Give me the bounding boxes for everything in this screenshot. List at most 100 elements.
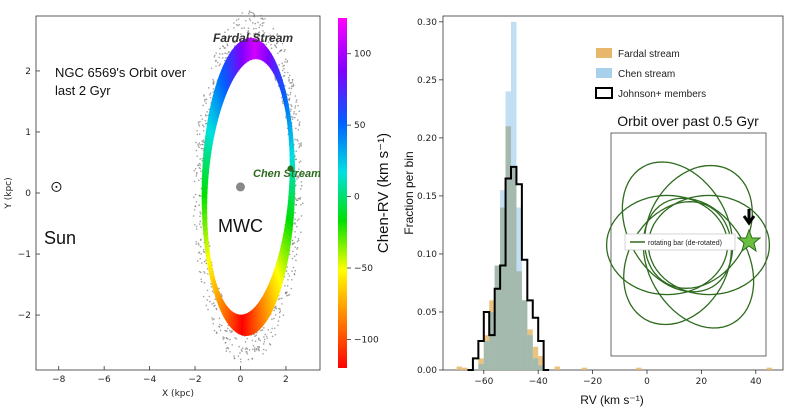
johnson-members-step [467, 165, 550, 371]
stream-particle-grey [258, 35, 261, 37]
stream-particle-grey [286, 61, 288, 63]
hist-y-tick-label: 0.15 [417, 192, 437, 202]
stream-segment [258, 300, 263, 329]
stream-particle-grey [205, 102, 207, 104]
stream-particle-grey [273, 36, 276, 39]
stream-segment [257, 302, 262, 331]
stream-particle-grey [259, 339, 262, 342]
stream-particle-grey [247, 358, 250, 361]
stream-particle-grey [199, 215, 201, 218]
stream-particle-grey [237, 355, 240, 357]
stream-particle-grey [209, 92, 212, 94]
stream-particle-grey [198, 194, 201, 197]
stream-particle-grey [296, 170, 299, 173]
bar-fardal [554, 366, 560, 370]
stream-particle-grey [255, 334, 258, 336]
stream-particle-grey [269, 38, 272, 41]
stream-particle-grey [284, 84, 286, 87]
stream-particle-grey [297, 197, 299, 200]
stream-particle-grey [237, 36, 240, 39]
stream-particle-grey [281, 62, 283, 65]
stream-particle-grey [207, 308, 209, 311]
stream-segment [288, 185, 296, 193]
stream-particle-grey [294, 138, 296, 141]
stream-segment [219, 69, 227, 98]
histogram-bars [456, 21, 773, 371]
stream-segment [220, 66, 228, 95]
stream-particle-grey [202, 147, 204, 150]
stream-segment [222, 302, 227, 318]
stream-particle-grey [203, 281, 206, 284]
stream-particle-grey [252, 345, 255, 347]
stream-particle-grey [253, 14, 256, 16]
stream-particle-grey [226, 52, 228, 55]
stream-segment [285, 214, 294, 228]
stream-segment [281, 236, 291, 255]
stream-particle-grey [241, 12, 244, 14]
stream-segment [222, 62, 230, 92]
stream-segment [211, 94, 220, 118]
stream-particle-grey [225, 336, 228, 339]
stream-particle-grey [298, 142, 300, 145]
stream-particle-grey [247, 31, 250, 33]
stream-particle-grey [249, 19, 252, 22]
stream-segment [204, 135, 213, 151]
stream-particle-grey [294, 218, 296, 221]
stream-particle-grey [195, 243, 198, 245]
stream-segment [203, 228, 209, 241]
hist-y-tick-label: 0.30 [417, 18, 437, 28]
stream-particle-grey [208, 295, 211, 298]
stream-particle-grey [298, 161, 301, 164]
stream-segment [204, 238, 210, 252]
stream-particle-grey [294, 211, 296, 214]
stream-particle-grey [255, 348, 258, 350]
stream-particle-grey [276, 33, 279, 35]
stream-particle-grey [296, 225, 298, 228]
stream-particle-grey [195, 200, 198, 203]
stream-particle-grey [209, 96, 212, 99]
stream-particle-grey [294, 246, 296, 248]
stream-particle-grey [196, 133, 199, 136]
stream-particle-grey [281, 101, 284, 103]
stream-particle-grey [265, 43, 268, 46]
stream-particle-grey [198, 123, 200, 126]
stream-particle-grey [274, 79, 277, 81]
stream-particle-grey [302, 173, 304, 175]
stream-segment [220, 299, 225, 315]
stream-segment [284, 223, 293, 239]
stream-particle-grey [206, 289, 209, 292]
map-x-tick-label: −8 [52, 375, 66, 385]
stream-particle-grey [233, 22, 235, 24]
stream-particle-grey [288, 87, 290, 89]
map-y-tick-label: 1 [25, 128, 31, 138]
stream-particle-grey [293, 110, 296, 113]
stream-particle-grey [300, 184, 303, 187]
stream-particle-grey [200, 114, 202, 117]
stream-particle-grey [193, 169, 196, 172]
stream-particle-grey [196, 155, 199, 157]
stream-particle-grey [235, 19, 238, 21]
stream-particle-grey [300, 142, 302, 144]
stream-particle-grey [256, 32, 258, 35]
stream-particle-grey [274, 333, 277, 336]
stream-particle-grey [294, 107, 296, 109]
stream-particle-grey [291, 81, 294, 83]
stream-particle-grey [294, 269, 297, 272]
stream-segment [217, 73, 226, 101]
stream-segment [207, 258, 212, 272]
stream-particle-grey [260, 329, 262, 332]
stream-particle-grey [254, 32, 257, 35]
hist-x-tick-label: −60 [474, 377, 493, 387]
stream-particle-grey [287, 279, 289, 281]
stream-particle-grey [238, 23, 241, 26]
stream-particle-grey [199, 164, 201, 167]
stream-particle-grey [290, 104, 292, 106]
stream-particle-grey [233, 26, 235, 29]
stream-particle-grey [292, 250, 294, 253]
stream-particle-grey [241, 27, 243, 30]
stream-particle-grey [202, 129, 205, 132]
stream-particle-grey [246, 34, 249, 36]
stream-particle-grey [254, 350, 256, 352]
stream-particle-grey [252, 27, 255, 30]
stream-particle-grey [287, 76, 290, 79]
